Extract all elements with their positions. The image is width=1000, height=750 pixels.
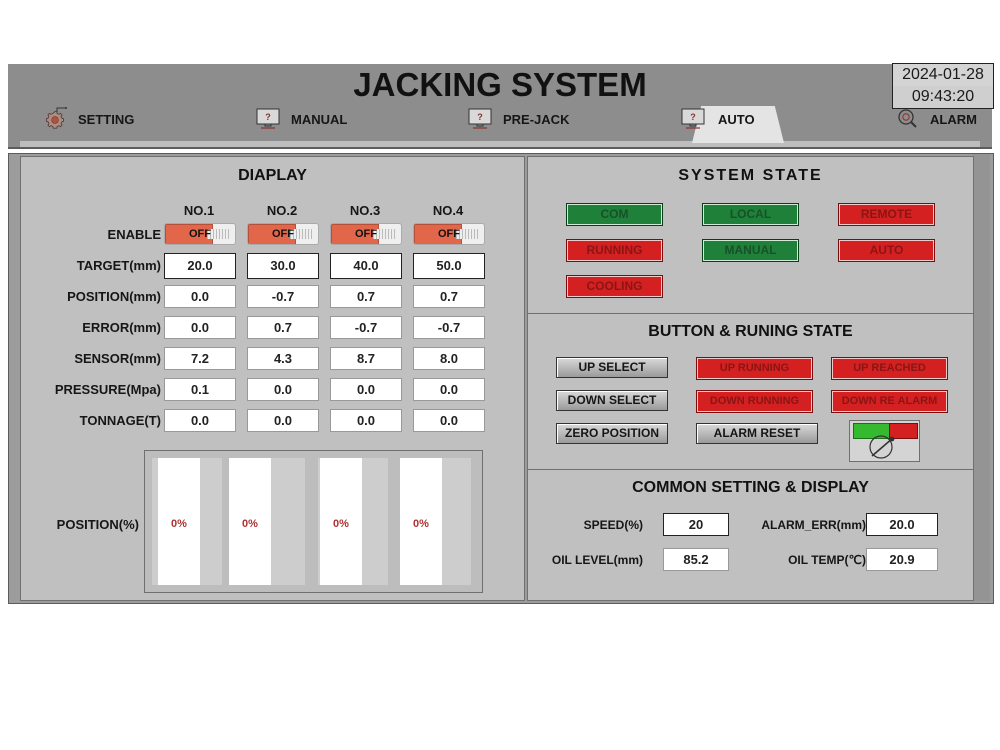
svg-text:?: ?	[265, 112, 271, 122]
svg-text:?: ?	[690, 112, 696, 122]
svg-text:?: ?	[477, 112, 483, 122]
